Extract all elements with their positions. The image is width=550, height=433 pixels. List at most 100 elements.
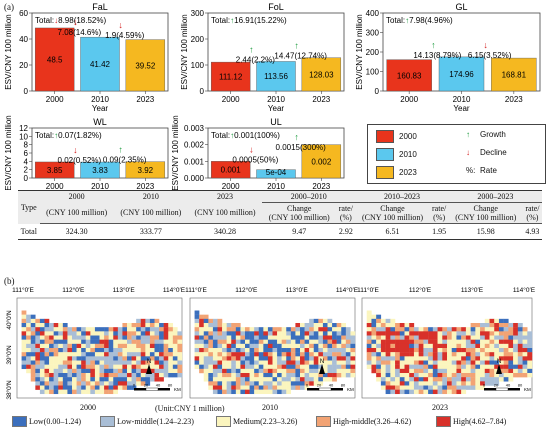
map-cell [104, 352, 109, 357]
map-cell [26, 318, 31, 324]
map-cell [199, 364, 204, 370]
map-cell [159, 377, 164, 382]
map-cell [67, 389, 73, 395]
map-cell [58, 368, 64, 374]
map-cell [203, 339, 209, 345]
map-cell [249, 368, 255, 374]
map-cell [249, 381, 255, 386]
map-cell [332, 343, 337, 349]
map-cell [163, 331, 169, 336]
map-cell [345, 335, 351, 340]
map-cell [480, 385, 485, 390]
map-cell [226, 389, 232, 395]
map-cell [336, 352, 342, 357]
map-cell [503, 373, 509, 378]
map-cell [235, 356, 241, 361]
map-cell [309, 352, 314, 357]
y-tick-label: 0 [24, 87, 29, 96]
map-cell [465, 331, 471, 336]
map-cell [447, 364, 452, 370]
map-cell [480, 343, 485, 349]
map-cell [423, 327, 429, 332]
map-cell [494, 318, 500, 324]
map-cell [85, 343, 91, 349]
map-cell [272, 377, 278, 382]
map-cell [35, 368, 41, 374]
map-cell [58, 323, 64, 328]
map-cell [295, 385, 301, 390]
map-cell [498, 373, 504, 378]
map-cell [99, 368, 105, 374]
map-cell [136, 348, 141, 353]
map-cell [456, 368, 462, 374]
map-cell [489, 381, 495, 386]
map-cell [235, 381, 241, 386]
map-cell [513, 352, 519, 357]
map-cell [136, 381, 141, 386]
map-cell [30, 335, 36, 340]
map-cell [131, 327, 137, 332]
map-cell [122, 343, 128, 349]
map-cell [503, 368, 509, 374]
map-grid [366, 310, 533, 395]
map-cell [461, 331, 467, 336]
map-cell [527, 339, 533, 345]
map-cell [272, 331, 278, 336]
map-cell [304, 377, 310, 382]
map-cell [72, 364, 77, 370]
map-cell [145, 348, 151, 353]
map-cell [81, 373, 86, 378]
header-year-2010: 2010 [113, 190, 188, 203]
y-tick-label: 0 [24, 174, 29, 183]
map-cell [503, 364, 509, 370]
map-cell [231, 377, 237, 382]
map-cell [336, 335, 342, 340]
map-cell [336, 327, 342, 332]
map-cell [231, 352, 237, 357]
longitude-label: 111°0′E [357, 286, 379, 294]
map-cell [35, 323, 41, 328]
map-cell [432, 352, 438, 357]
map-cell [418, 356, 424, 361]
map-cell [475, 364, 481, 370]
map-cell [149, 339, 155, 345]
map-cell [72, 339, 77, 345]
map-cell [345, 339, 351, 345]
bar-value-label: 0.001 [221, 166, 242, 175]
map-cell [26, 314, 31, 320]
map-cell [258, 377, 264, 382]
map-cell [199, 331, 204, 336]
map-cell [76, 360, 82, 365]
map-cell [336, 331, 342, 336]
map-cell [451, 381, 457, 386]
map-cell [503, 348, 509, 353]
map-cell [322, 335, 328, 340]
map-cell [413, 360, 419, 365]
map-cell [67, 377, 73, 382]
map-cell [212, 318, 218, 324]
map-cell [249, 356, 255, 361]
map-cell [313, 331, 319, 336]
map-cell [345, 331, 351, 336]
map-cell [199, 314, 204, 320]
map-cell [432, 389, 438, 395]
map-cell [322, 327, 328, 332]
bar-2000 [210, 61, 251, 92]
map-cell [231, 343, 237, 349]
map-cell [127, 343, 132, 349]
map-cell [385, 381, 391, 386]
map-cell [249, 339, 255, 345]
map-cell [163, 348, 169, 353]
map-cell [513, 331, 519, 336]
map-cell [522, 335, 528, 340]
map-cell [30, 373, 36, 378]
map-cell [290, 335, 296, 340]
map-cell [72, 352, 77, 357]
map-cell [423, 360, 429, 365]
map-cell [208, 368, 214, 374]
map-cell [131, 331, 137, 336]
x-tick-label: 2000 [400, 95, 418, 104]
map-cell [177, 335, 183, 340]
